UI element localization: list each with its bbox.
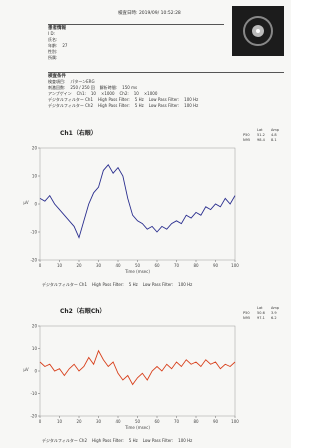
x-tick-label: 80 <box>193 419 199 424</box>
filter-footer: デジタルフィルター Ch2 High Pass Filter: 5 Hz Low Pa… <box>42 438 192 444</box>
chart: 0 10 20 30 40 50 60 70 80 90 100 -20 -10 0 10 20 Time (m… <box>0 314 240 434</box>
x-tick-label: 0 <box>39 263 42 268</box>
y-axis-label: μV <box>23 367 29 372</box>
fundus-graphic <box>232 6 284 56</box>
x-tick-label: 30 <box>96 419 102 424</box>
y-tick-label: 0 <box>34 202 37 207</box>
x-tick-label: 90 <box>213 263 219 268</box>
info-cell: 5 Hz <box>129 438 138 444</box>
x-tick-label: 10 <box>57 419 63 424</box>
y-tick-label: 0 <box>34 369 37 374</box>
x-tick-label: 0 <box>39 419 42 424</box>
field-value: 27 <box>62 43 67 49</box>
x-tick-label: 70 <box>174 263 180 268</box>
x-tick-label: 60 <box>154 263 160 268</box>
info-cell: 5 Hz <box>135 103 144 109</box>
x-tick-label: 50 <box>135 263 141 268</box>
info-cell: High Pass Filter: <box>92 282 124 288</box>
table-cell: 8.1 <box>271 138 285 143</box>
plot-frame <box>40 326 235 416</box>
waveform <box>40 351 235 385</box>
plot-frame <box>40 148 235 260</box>
y-tick-label: 10 <box>32 346 38 351</box>
table-cell: 97.1 <box>257 316 271 321</box>
table-cell: 6.2 <box>271 316 285 321</box>
x-axis-label: Time (msec) <box>124 269 150 274</box>
chart: 0 10 20 30 40 50 60 70 80 90 100 -20 -10 0 10 20 Time (m… <box>0 136 240 278</box>
info-row: デジタルフィルター Ch2 High Pass Filter: 5 Hz Low Pa… <box>42 438 192 444</box>
info-cell: デジタルフィルター Ch2 <box>42 438 87 444</box>
x-tick-label: 50 <box>135 419 141 424</box>
y-axis-label: μV <box>23 200 29 205</box>
info-row: デジタルフィルター Ch1 High Pass Filter: 5 Hz Low Pa… <box>42 282 192 288</box>
field-row: 所属: <box>48 55 224 61</box>
y-tick-label: -10 <box>30 391 37 396</box>
info-cell: 100 Hz <box>178 438 192 444</box>
x-tick-label: 100 <box>231 419 239 424</box>
exam-date: 検査日時: 2019/09/ 10:52:28 <box>118 10 181 16</box>
waveform <box>40 165 235 238</box>
table-cell: N95 <box>243 316 257 321</box>
x-tick-label: 40 <box>115 263 121 268</box>
table-cell: N95 <box>243 138 257 143</box>
info-cell: Low Pass Filter: <box>143 282 173 288</box>
info-cell: Low Pass Filter: <box>149 103 179 109</box>
page: 検査日時: 2019/09/ 10:52:28 患者情報 I D:氏名:年齢:2… <box>0 0 291 448</box>
info-cell: 100 Hz <box>178 282 192 288</box>
info-cell: Low Pass Filter: <box>143 438 173 444</box>
y-tick-label: -10 <box>30 230 37 235</box>
info-cell: デジタルフィルター Ch1 <box>42 282 87 288</box>
x-tick-label: 30 <box>96 263 102 268</box>
info-cell: 5 Hz <box>129 282 138 288</box>
filter-footer: デジタルフィルター Ch1 High Pass Filter: 5 Hz Low Pa… <box>42 282 192 288</box>
x-axis-label: Time (msec) <box>124 425 150 430</box>
x-tick-label: 80 <box>193 263 199 268</box>
x-tick-label: 90 <box>213 419 219 424</box>
y-tick-label: -20 <box>30 258 37 263</box>
table-cell: 98.4 <box>257 138 271 143</box>
x-tick-label: 40 <box>115 419 121 424</box>
info-cell: High Pass Filter: <box>98 103 130 109</box>
x-tick-label: 70 <box>174 419 180 424</box>
x-tick-label: 20 <box>76 263 82 268</box>
y-tick-label: 10 <box>32 174 38 179</box>
x-tick-label: 60 <box>154 419 160 424</box>
y-tick-label: -20 <box>30 414 37 419</box>
info-cell: デジタルフィルター Ch2 <box>48 103 93 109</box>
info-cell: High Pass Filter: <box>92 438 124 444</box>
info-cell: 100 Hz <box>184 103 198 109</box>
x-tick-label: 100 <box>231 263 239 268</box>
y-tick-label: 20 <box>32 324 38 329</box>
x-tick-label: 10 <box>57 263 63 268</box>
result-table: LatAmpP5051.24.8N9598.48.1 <box>243 128 285 143</box>
y-tick-label: 20 <box>32 146 38 151</box>
fundus-image <box>232 6 284 56</box>
x-tick-label: 20 <box>76 419 82 424</box>
info-row: デジタルフィルター Ch2 High Pass Filter: 5 Hz Low Pa… <box>48 103 284 109</box>
field-label: 所属: <box>48 55 57 61</box>
